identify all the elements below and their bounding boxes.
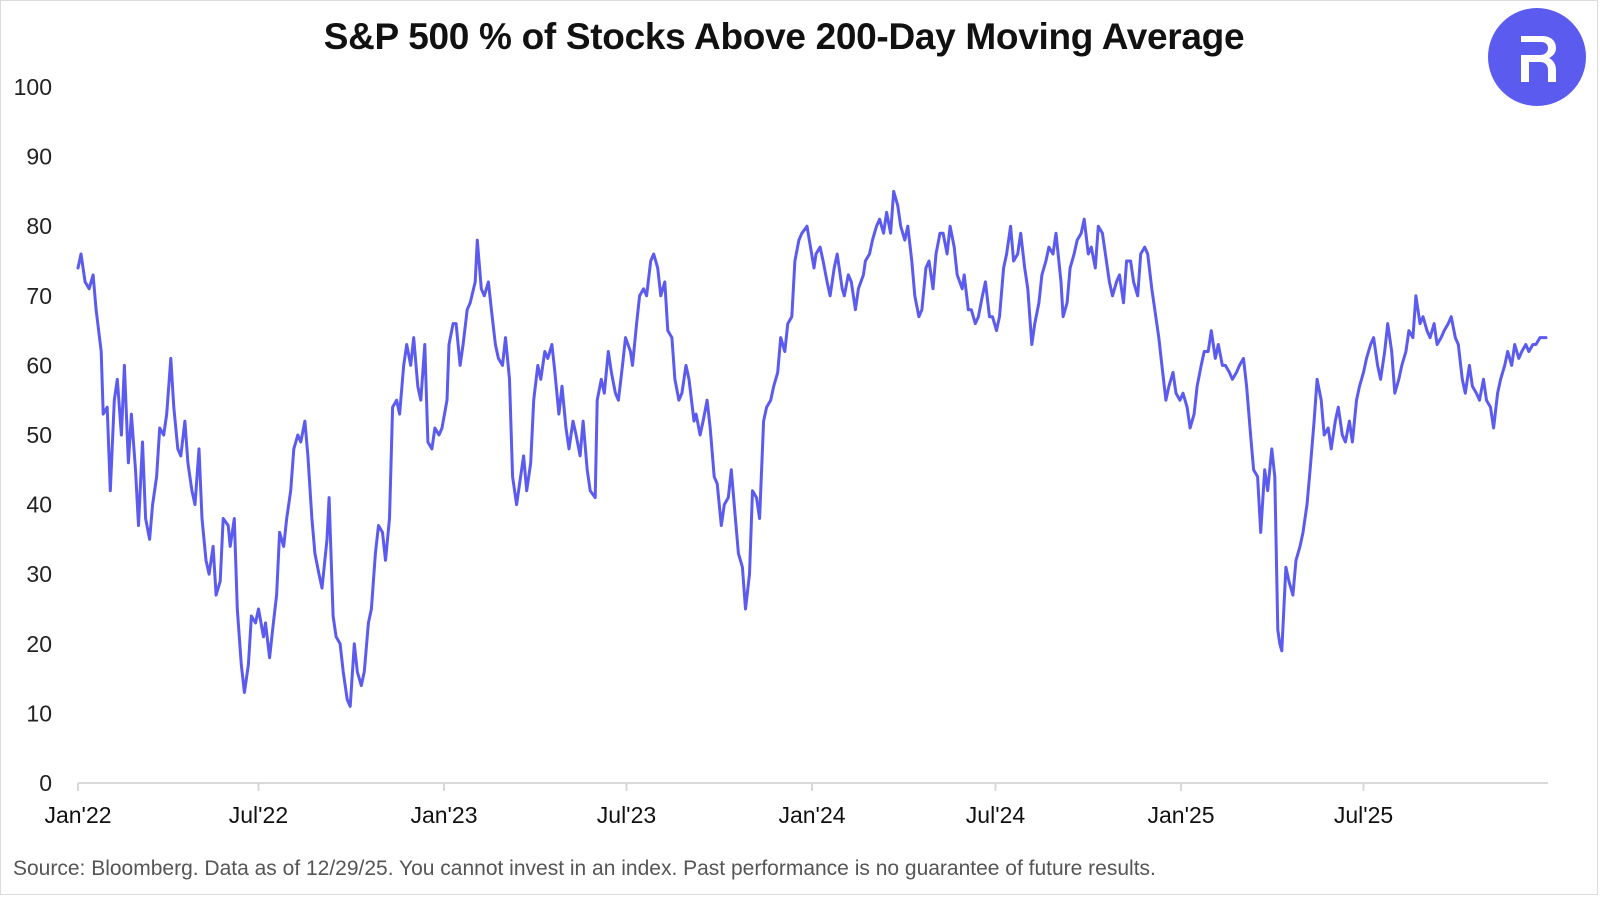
x-tick-label: Jan'24	[778, 802, 845, 828]
series-group	[76, 189, 1548, 708]
logo-letter	[1521, 36, 1556, 82]
y-axis: 0 10 20 30 40 50 60 70 80 90 100	[14, 74, 52, 796]
y-tick-label: 80	[26, 213, 52, 239]
robinhood-r-logo-icon	[1488, 8, 1586, 106]
y-tick-label: 70	[26, 283, 52, 309]
chart-title: S&P 500 % of Stocks Above 200-Day Moving…	[323, 16, 1245, 57]
source-note: Source: Bloomberg. Data as of 12/29/25. …	[13, 857, 1156, 880]
x-tick-label: Jan'25	[1147, 802, 1214, 828]
y-tick-label: 10	[26, 700, 52, 726]
series-line	[76, 189, 1548, 708]
logo-badge	[1488, 8, 1586, 106]
y-tick-label: 40	[26, 492, 52, 518]
y-tick-label: 30	[26, 561, 52, 587]
y-tick-label: 20	[26, 631, 52, 657]
y-tick-label: 90	[26, 144, 52, 170]
x-tick-label: Jan'22	[44, 802, 111, 828]
x-tick-label: Jul'23	[597, 802, 656, 828]
x-axis: Jan'22 Jul'22 Jan'23 Jul'23 Jan'24 Jul'24 Jan'…	[44, 783, 1393, 828]
x-tick-label: Jul'24	[966, 802, 1026, 828]
y-tick-label: 0	[39, 770, 52, 796]
y-tick-label: 100	[14, 74, 52, 100]
y-tick-label: 60	[26, 352, 52, 378]
x-tick-label: Jul'22	[229, 802, 288, 828]
y-tick-label: 50	[26, 422, 52, 448]
x-tick-label: Jul'25	[1334, 802, 1393, 828]
x-tick-label: Jan'23	[410, 802, 477, 828]
